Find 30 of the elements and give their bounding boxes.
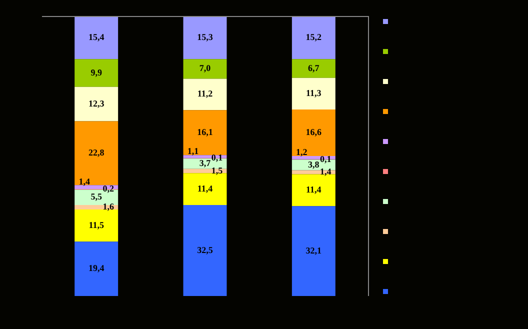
data-label: 15,4 bbox=[88, 32, 105, 42]
data-label: 16,6 bbox=[306, 127, 322, 138]
data-label: 3,8 bbox=[308, 159, 320, 170]
data-label: 1,4 bbox=[320, 166, 332, 177]
data-label: 32,1 bbox=[306, 245, 322, 256]
data-label: 1,5 bbox=[211, 165, 224, 176]
data-label: 1,2 bbox=[296, 147, 308, 158]
data-label: 11,4 bbox=[306, 184, 322, 194]
data-label: 0,2 bbox=[102, 184, 114, 194]
data-label: 22,8 bbox=[88, 148, 105, 158]
data-label: 15,2 bbox=[306, 32, 322, 42]
data-label: 1,1 bbox=[187, 146, 200, 156]
data-label: 9,9 bbox=[90, 67, 102, 78]
data-label: 3,7 bbox=[199, 158, 212, 168]
data-label: 11,4 bbox=[197, 183, 214, 194]
data-label: 11,3 bbox=[306, 88, 322, 98]
data-label: 32,5 bbox=[197, 244, 214, 255]
data-label: 11,5 bbox=[88, 220, 104, 230]
data-label: 0,1 bbox=[211, 152, 224, 163]
data-label: 11,2 bbox=[197, 88, 214, 99]
data-label: 19,4 bbox=[88, 263, 105, 274]
data-label: 12,3 bbox=[88, 98, 105, 108]
data-label: 1,6 bbox=[102, 202, 114, 212]
data-label: 7,0 bbox=[199, 63, 212, 74]
data-label: 0,1 bbox=[320, 154, 332, 164]
data-label: 1,4 bbox=[78, 176, 90, 186]
data-label: 15,3 bbox=[197, 32, 214, 42]
data-label: 16,1 bbox=[197, 126, 214, 137]
data-label: 5,5 bbox=[90, 192, 102, 202]
data-label: 6,7 bbox=[308, 62, 320, 73]
